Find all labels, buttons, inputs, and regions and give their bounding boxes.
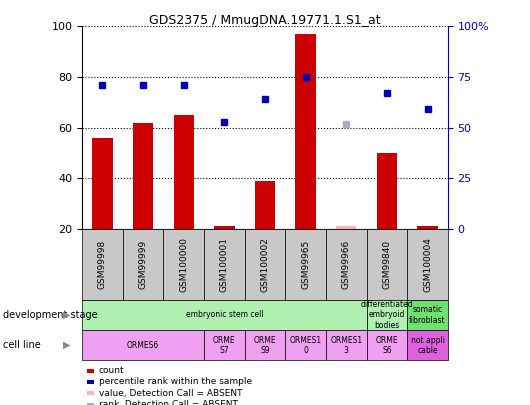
Text: GSM100002: GSM100002 xyxy=(261,237,269,292)
Text: GSM100001: GSM100001 xyxy=(220,237,229,292)
Text: value, Detection Call = ABSENT: value, Detection Call = ABSENT xyxy=(99,389,242,398)
Bar xyxy=(418,226,438,229)
Text: GSM100000: GSM100000 xyxy=(179,237,188,292)
Text: ▶: ▶ xyxy=(63,340,70,350)
Text: ORME
S9: ORME S9 xyxy=(254,336,276,355)
Text: ORME
S7: ORME S7 xyxy=(213,336,236,355)
Bar xyxy=(336,226,356,229)
Text: somatic
fibroblast: somatic fibroblast xyxy=(409,305,446,324)
Text: percentile rank within the sample: percentile rank within the sample xyxy=(99,377,252,386)
Text: embryonic stem cell: embryonic stem cell xyxy=(186,310,263,320)
Text: GSM99966: GSM99966 xyxy=(342,240,351,289)
Text: cell line: cell line xyxy=(3,340,40,350)
Text: GSM99998: GSM99998 xyxy=(98,240,107,289)
Text: GSM99840: GSM99840 xyxy=(383,240,391,289)
Bar xyxy=(377,153,397,229)
Text: not appli
cable: not appli cable xyxy=(411,336,445,355)
Text: ORMES1
0: ORMES1 0 xyxy=(289,336,322,355)
Text: GDS2375 / MmugDNA.19771.1.S1_at: GDS2375 / MmugDNA.19771.1.S1_at xyxy=(149,14,381,27)
Bar xyxy=(214,226,234,229)
Text: rank, Detection Call = ABSENT: rank, Detection Call = ABSENT xyxy=(99,400,237,405)
Bar xyxy=(255,181,275,229)
Bar xyxy=(92,138,112,229)
Text: GSM99965: GSM99965 xyxy=(301,240,310,289)
Text: GSM99999: GSM99999 xyxy=(139,240,147,289)
Bar xyxy=(295,34,316,229)
Text: ORMES1
3: ORMES1 3 xyxy=(330,336,363,355)
Text: GSM100004: GSM100004 xyxy=(423,237,432,292)
Text: ORMES6: ORMES6 xyxy=(127,341,159,350)
Bar xyxy=(133,122,153,229)
Text: development stage: development stage xyxy=(3,310,98,320)
Bar xyxy=(173,115,194,229)
Text: count: count xyxy=(99,366,124,375)
Text: ▶: ▶ xyxy=(63,310,70,320)
Text: differentiated
embryoid
bodies: differentiated embryoid bodies xyxy=(360,300,413,330)
Text: ORME
S6: ORME S6 xyxy=(376,336,398,355)
